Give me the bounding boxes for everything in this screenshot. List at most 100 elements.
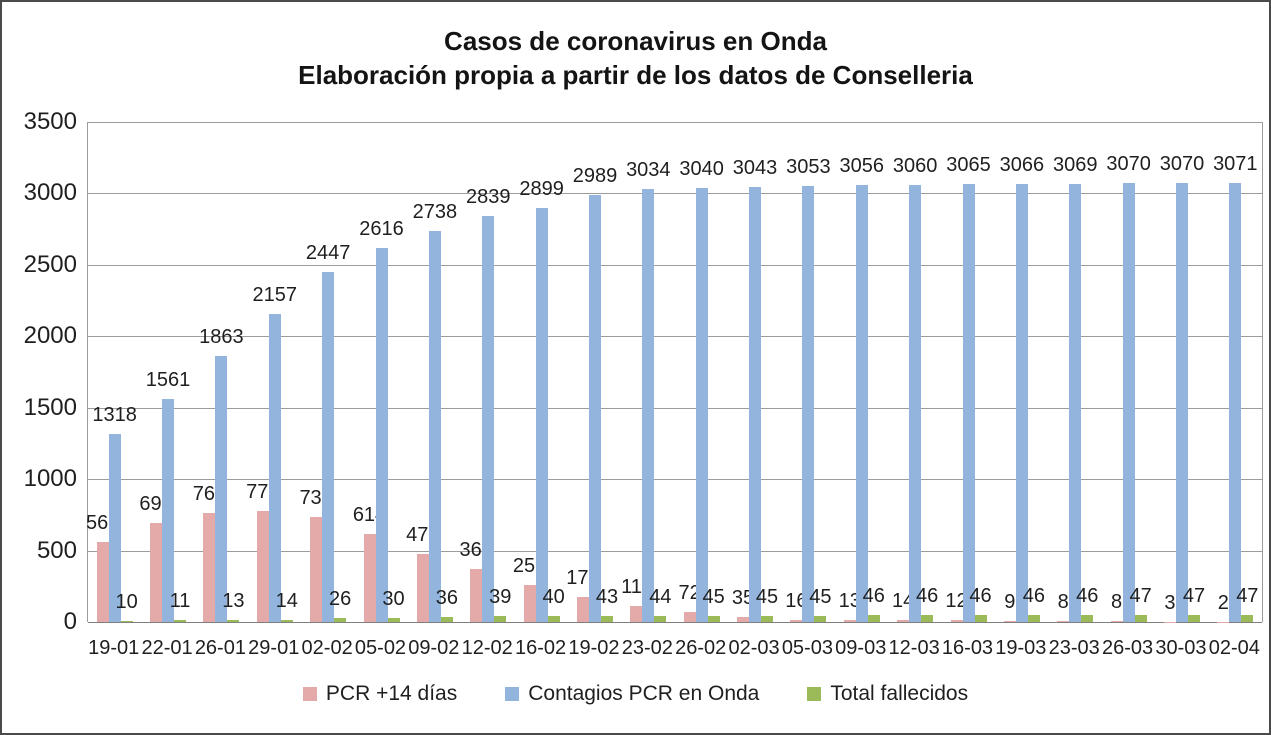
x-tick-label: 22-01 (141, 636, 193, 659)
data-label: 43 (595, 585, 619, 608)
bar-series-1 (482, 216, 495, 622)
x-tick-label: 23-02 (621, 636, 673, 659)
x-tick-label: 12-02 (461, 636, 513, 659)
data-label: 46 (916, 585, 939, 608)
bar-series-2 (974, 615, 987, 622)
data-label: 13 (222, 590, 245, 613)
data-label: 3040 (679, 157, 724, 180)
data-label: 14 (892, 590, 915, 612)
legend-swatch-icon (302, 687, 317, 701)
bar-series-2 (600, 615, 613, 622)
data-label: 3070 (1106, 153, 1151, 176)
x-tick-label: 19-01 (88, 636, 140, 659)
bar-series-2 (387, 617, 400, 622)
data-label: 3069 (1052, 153, 1098, 176)
bar-series-0 (683, 611, 696, 622)
data-label: 3070 (1159, 153, 1205, 176)
bar-series-1 (1229, 183, 1242, 622)
legend-label: Total fallecidos (830, 682, 969, 705)
y-tick-label: 2000 (23, 322, 77, 350)
bar-series-1 (1015, 184, 1028, 622)
bar-series-0 (523, 585, 536, 622)
bar-series-0 (310, 517, 323, 622)
x-tick-label: 05-02 (354, 636, 407, 659)
data-label: 3071 (1213, 153, 1258, 176)
bar-series-0 (363, 534, 376, 622)
data-label: 40 (542, 586, 565, 609)
data-label: 3066 (999, 154, 1045, 176)
legend-swatch-icon (807, 687, 822, 701)
x-tick-label: 26-02 (675, 636, 727, 659)
data-label: 3043 (732, 157, 778, 180)
data-label: 26 (329, 588, 352, 611)
x-tick-label: 09-02 (408, 636, 460, 659)
gridline (88, 407, 1262, 409)
bar-series-1 (428, 230, 441, 622)
data-label: 10 (115, 590, 138, 613)
data-label: 11 (169, 590, 191, 613)
data-label: 9 (1004, 590, 1016, 613)
bar-series-1 (749, 187, 762, 622)
bar-series-1 (375, 248, 388, 622)
gridline (88, 479, 1262, 481)
legend-label: Contagios PCR en Onda (528, 682, 760, 705)
bar-series-2 (1027, 615, 1040, 622)
x-tick-label: 05-03 (781, 636, 833, 659)
chart-subtitle: Elaboración propia a partir de los datos… (298, 60, 973, 90)
data-label: 3060 (892, 154, 938, 177)
bar-series-0 (96, 541, 109, 622)
bar-series-1 (1175, 183, 1188, 622)
x-tick-label: 26-03 (1102, 636, 1154, 659)
data-label: 47 (1129, 585, 1152, 608)
x-axis-line (88, 622, 1262, 623)
data-label: 14 (275, 590, 298, 612)
data-label: 13 (838, 590, 861, 613)
y-tick-label: 1000 (23, 465, 77, 493)
y-tick-label: 3000 (23, 179, 77, 207)
bar-series-0 (1057, 620, 1070, 622)
y-tick-label: 500 (36, 536, 77, 564)
bar-series-1 (268, 313, 281, 622)
x-tick-label: 19-03 (995, 636, 1047, 659)
bar-series-2 (120, 620, 133, 622)
gridline (88, 193, 1262, 195)
x-tick-label: 16-03 (941, 636, 994, 659)
bar-series-1 (962, 184, 975, 622)
data-label: 1561 (145, 369, 191, 391)
data-label: 72 (678, 581, 701, 604)
data-label: 2839 (465, 186, 511, 209)
legend-item-1: Contagios PCR en Onda (505, 682, 759, 706)
data-label: 35 (731, 587, 755, 609)
x-tick-label: 29-01 (248, 636, 300, 659)
x-tick-label: 09-03 (835, 636, 887, 659)
bar-series-2 (280, 620, 293, 622)
bar-series-1 (322, 272, 335, 622)
data-label: 2 (1217, 591, 1229, 614)
data-label: 2616 (359, 218, 404, 241)
data-label: 44 (649, 585, 672, 608)
legend: PCR +14 días Contagios PCR en Onda Total f… (2, 682, 1269, 706)
data-label: 2989 (572, 165, 618, 187)
x-tick-label: 26-01 (194, 636, 246, 659)
bar-series-2 (1241, 615, 1254, 622)
bar-series-1 (642, 188, 655, 622)
gridline (88, 550, 1262, 552)
bar-series-0 (1003, 620, 1016, 622)
bar-series-0 (897, 620, 910, 622)
bar-series-2 (334, 618, 347, 622)
bar-series-2 (761, 615, 774, 622)
bar-series-1 (802, 185, 815, 622)
data-label: 36 (435, 586, 458, 609)
x-tick-label: 16-02 (515, 636, 567, 659)
data-label: 3 (1164, 591, 1176, 614)
data-label: 45 (702, 585, 725, 608)
bar-series-0 (203, 512, 216, 622)
bar-series-1 (1122, 183, 1135, 622)
x-tick-label: 02-04 (1208, 636, 1260, 659)
bar-series-2 (227, 620, 240, 622)
x-tick-label: 30-03 (1155, 636, 1207, 659)
bar-series-1 (1069, 183, 1082, 622)
bar-series-2 (1187, 615, 1200, 622)
data-label: 1863 (199, 325, 244, 348)
